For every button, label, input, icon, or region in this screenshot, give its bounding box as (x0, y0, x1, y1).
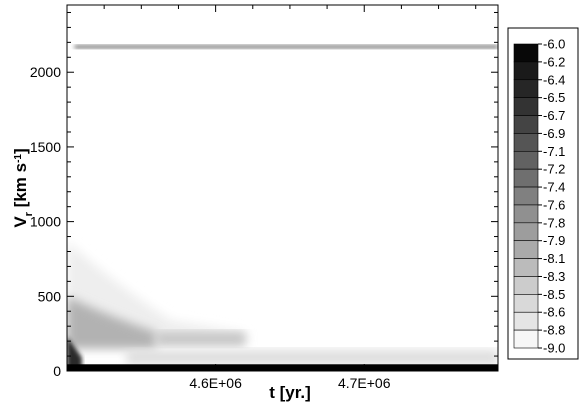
colorbar-swatch (513, 186, 539, 206)
colorbar-swatch (513, 61, 539, 81)
colorbar-level-label: -6.2 (543, 54, 565, 69)
plot-frame (66, 4, 499, 372)
y-tick-label: 500 (38, 288, 62, 304)
colorbar-swatch (513, 133, 539, 152)
y-tick-label: 1500 (30, 139, 61, 155)
colorbar-swatch (513, 311, 539, 331)
y-tick-label: 2000 (30, 64, 61, 80)
colorbar-level-label: -6.0 (543, 37, 565, 52)
y-axis-title-close: ] (11, 148, 30, 154)
x-tick-label: 4.6E+06 (189, 375, 242, 391)
colorbar: -6.0 -6.2 -6.4 -6.5 -6.7 -6.9 -7.1 -7.2 -7.4 -7.6… (513, 37, 565, 356)
late-band (126, 350, 498, 366)
colorbar-swatch (513, 97, 539, 116)
colorbar-level-label: -7.6 (543, 197, 565, 212)
y-axis-title-unit: [km s (11, 163, 30, 212)
colorbar-level-label: -8.5 (543, 287, 565, 302)
colorbar-level-label: -8.8 (543, 323, 565, 338)
y-axis-title-main: V (11, 216, 30, 228)
colorbar-level-label: -6.5 (543, 90, 565, 105)
colorbar-level-label: -6.9 (543, 126, 565, 141)
colorbar-swatch (513, 168, 539, 188)
y-axis-title-sub: r (23, 211, 35, 216)
colorbar-swatch (513, 276, 539, 295)
colorbar-level-label: -8.1 (543, 251, 565, 266)
colorbar-level-label: -6.4 (543, 72, 565, 87)
steady-band (74, 45, 498, 49)
plume-wing (67, 296, 157, 349)
x-tick-label: 4.7E+06 (338, 375, 391, 391)
colorbar-swatch (513, 79, 539, 98)
y-tick-label: 0 (53, 363, 61, 379)
colorbar-swatch (513, 258, 539, 277)
data-layer (67, 45, 498, 371)
y-tick-label: 1000 (30, 214, 61, 230)
colorbar-swatch (513, 294, 539, 313)
colorbar-swatch (513, 43, 539, 63)
y-axis-title: Vr [km s-1] (11, 148, 35, 227)
colorbar-level-label: -7.4 (543, 180, 565, 195)
colorbar-level-label: -7.1 (543, 144, 565, 159)
colorbar-level-label: -7.9 (543, 233, 565, 248)
colorbar-swatch (513, 150, 539, 170)
floor-band (67, 364, 498, 371)
colorbar-level-label: -7.2 (543, 162, 565, 177)
colorbar-level-label: -6.7 (543, 108, 565, 123)
x-axis-title: t [yr.] (269, 383, 311, 402)
colorbar-level-label: -7.8 (543, 215, 565, 230)
trail (156, 332, 246, 346)
colorbar-swatch (513, 115, 539, 134)
colorbar-swatch (513, 329, 539, 349)
colorbar-level-label: -8.3 (543, 269, 565, 284)
colorbar-swatch (513, 204, 539, 224)
tick-layer: 4.6E+06 4.7E+06 0 500 1000 1500 2000 (30, 5, 498, 391)
colorbar-swatch (513, 222, 539, 242)
y-axis-title-sup: -1 (13, 154, 24, 163)
colorbar-level-label: -8.6 (543, 305, 565, 320)
colorbar-level-label: -9.0 (543, 341, 565, 356)
plume-core (67, 336, 82, 371)
colorbar-swatch (513, 240, 539, 259)
